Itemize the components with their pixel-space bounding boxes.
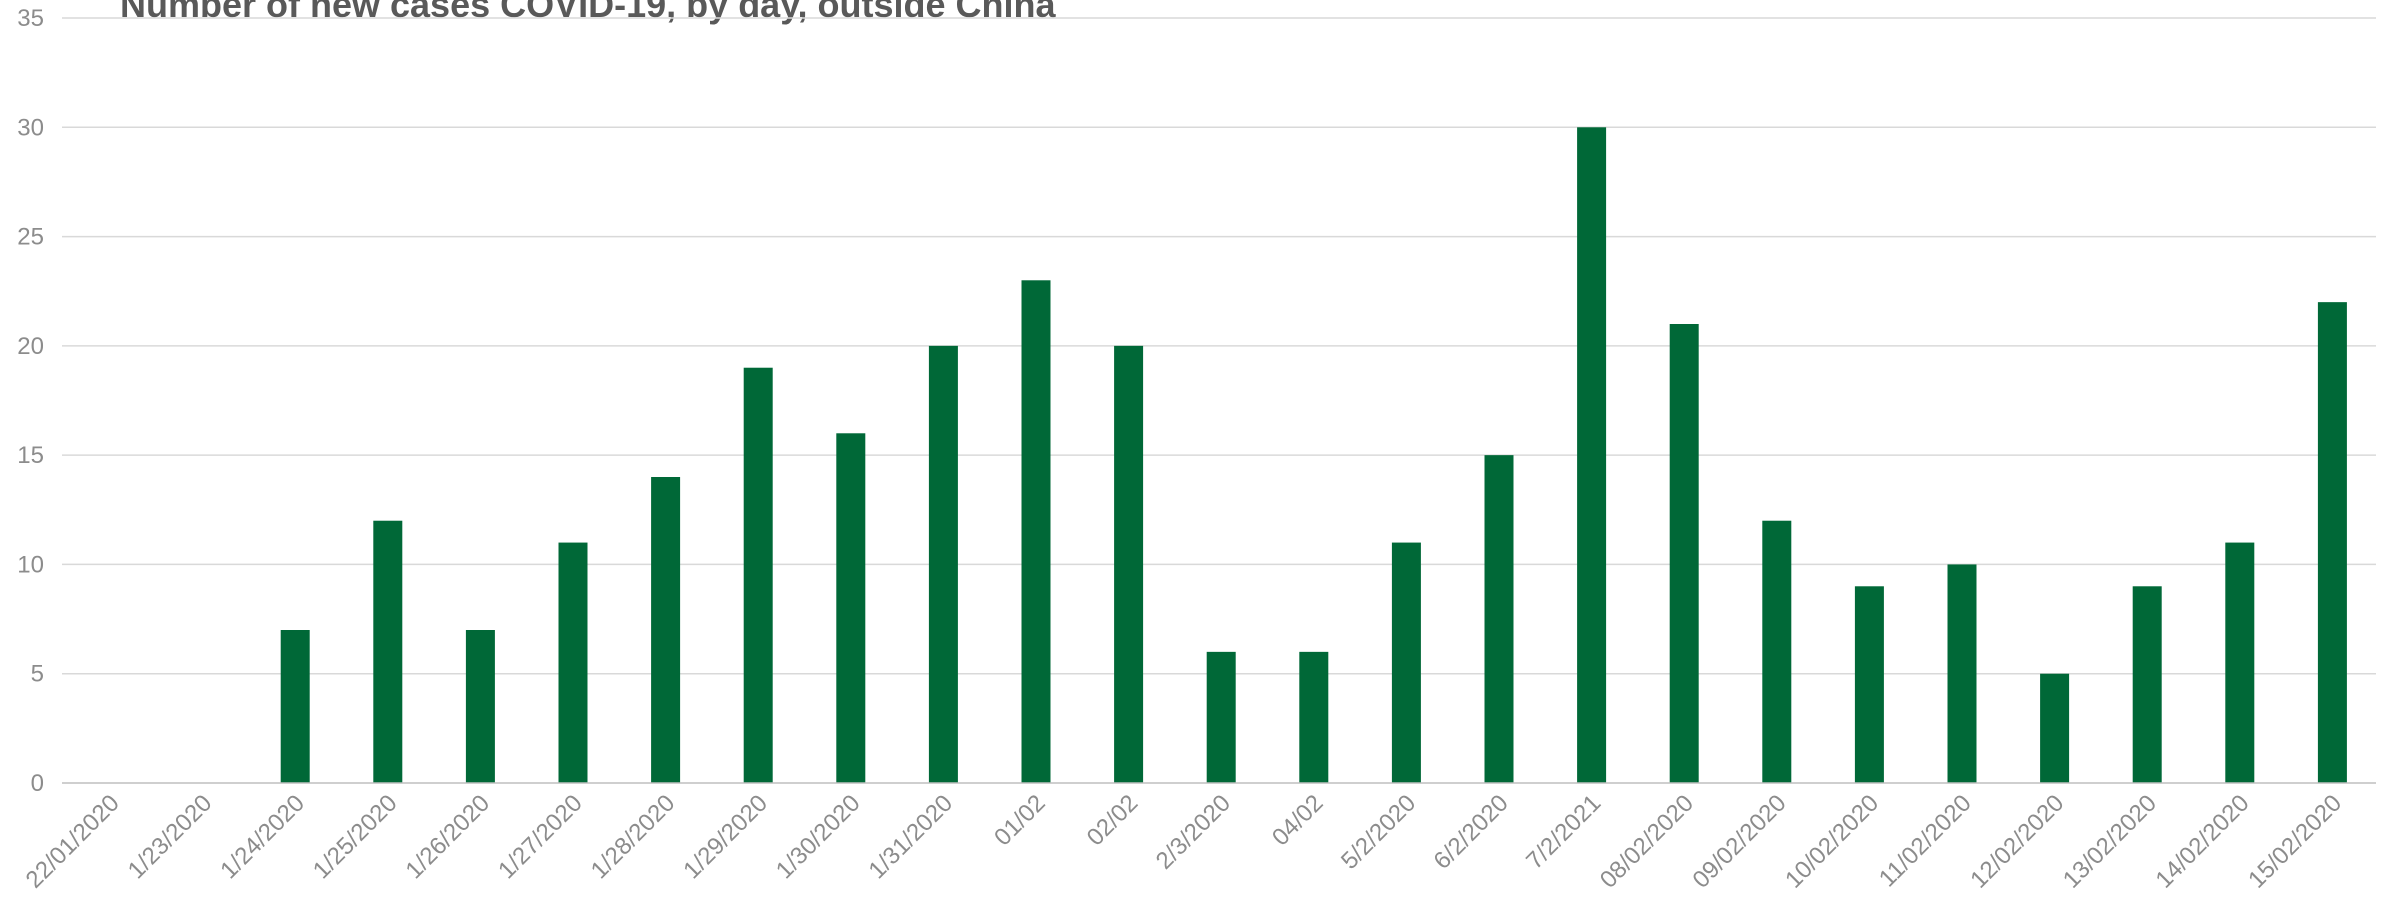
x-axis-ticks: 22/01/20201/23/20201/24/20201/25/20201/2… — [21, 790, 2347, 894]
x-tick-label: 1/30/2020 — [771, 790, 866, 885]
x-tick-label: 15/02/2020 — [2243, 790, 2347, 894]
x-tick-label: 02/02 — [1082, 790, 1144, 852]
bar — [1114, 345, 1144, 783]
x-tick-label: 14/02/2020 — [2150, 790, 2254, 894]
y-axis-ticks: 0 5 10 15 20 25 30 35 — [17, 5, 44, 797]
bar — [558, 542, 588, 783]
x-tick-label: 1/27/2020 — [493, 790, 588, 885]
y-tick-label: 10 — [17, 551, 44, 578]
bar — [651, 477, 681, 783]
bar — [1021, 280, 1051, 783]
bar — [928, 345, 958, 783]
chart-title: Number of new cases COVID-19, by day, ou… — [120, 0, 1056, 25]
x-tick-label: 1/23/2020 — [123, 790, 218, 885]
x-tick-label: 10/02/2020 — [1780, 790, 1884, 894]
x-tick-label: 1/31/2020 — [864, 790, 959, 885]
bar — [1484, 455, 1514, 783]
bar — [2317, 302, 2347, 783]
bar — [465, 630, 495, 783]
y-tick-label: 0 — [31, 770, 44, 797]
y-tick-label: 15 — [17, 442, 44, 469]
x-tick-label: 22/01/2020 — [21, 790, 125, 894]
y-tick-label: 5 — [31, 661, 44, 688]
gridlines — [62, 17, 2376, 675]
bar — [1206, 651, 1236, 783]
y-tick-label: 30 — [17, 114, 44, 141]
x-tick-label: 7/2/2021 — [1521, 790, 1606, 875]
x-tick-label: 04/02 — [1267, 790, 1329, 852]
x-tick-label: 1/25/2020 — [308, 790, 403, 885]
x-tick-label: 1/26/2020 — [401, 790, 496, 885]
bar — [280, 630, 310, 783]
bar — [1391, 542, 1421, 783]
bar — [1947, 564, 1977, 783]
bar — [836, 433, 866, 783]
x-tick-label: 1/28/2020 — [586, 790, 681, 885]
bar — [2040, 673, 2070, 783]
y-tick-label: 20 — [17, 333, 44, 360]
bar — [1669, 324, 1699, 783]
x-tick-label: 11/02/2020 — [1874, 790, 1977, 893]
bar — [2132, 586, 2162, 783]
x-tick-label: 13/02/2020 — [2058, 790, 2162, 894]
bar — [1854, 586, 1884, 783]
x-tick-label: 5/2/2020 — [1336, 790, 1421, 875]
x-tick-label: 01/02 — [989, 790, 1051, 852]
bar — [373, 520, 403, 783]
bars — [280, 127, 2347, 784]
x-tick-label: 2/3/2020 — [1151, 790, 1236, 875]
bar — [743, 367, 773, 783]
x-tick-label: 6/2/2020 — [1429, 790, 1514, 875]
bar — [2225, 542, 2255, 783]
y-tick-label: 25 — [17, 224, 44, 251]
x-tick-label: 1/29/2020 — [678, 790, 773, 885]
x-tick-label: 12/02/2020 — [1965, 790, 2069, 894]
y-tick-label: 35 — [17, 5, 44, 32]
bar — [1299, 651, 1329, 783]
bar — [1577, 127, 1607, 784]
x-tick-label: 1/24/2020 — [215, 790, 310, 885]
x-tick-label: 08/02/2020 — [1595, 790, 1699, 894]
x-tick-label: 09/02/2020 — [1687, 790, 1791, 894]
bar — [1762, 520, 1792, 783]
